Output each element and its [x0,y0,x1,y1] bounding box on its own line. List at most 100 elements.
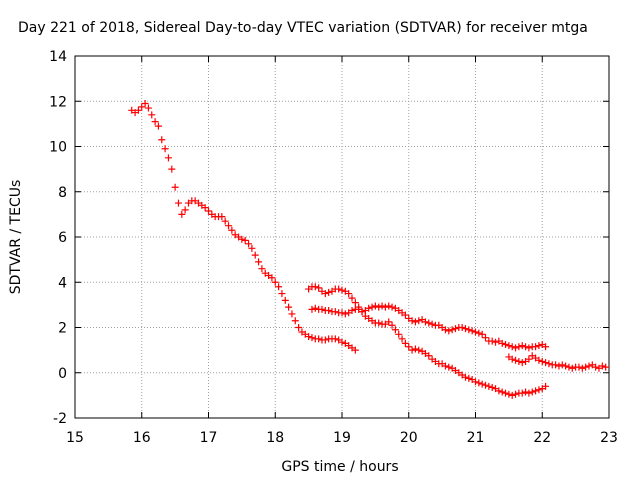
x-tick-label: 16 [133,430,151,446]
data-point [552,361,560,369]
y-tick-label: 0 [58,366,67,382]
data-point [505,390,513,398]
data-point [535,386,543,394]
data-point [381,303,389,311]
data-point [415,346,423,354]
data-point [542,382,550,390]
data-point [225,222,233,230]
data-point [532,343,540,351]
data-point [291,317,299,325]
data-point [468,327,476,335]
data-point [258,265,266,273]
data-point [482,334,490,342]
data-point [365,304,373,312]
data-point [508,343,516,351]
data-point [141,100,149,108]
data-point [385,302,393,310]
data-point [278,290,286,298]
y-tick-label: -2 [53,411,67,427]
data-point [325,288,333,296]
data-point [518,389,526,397]
data-point [368,303,376,311]
data-point [174,199,182,207]
data-point [465,326,473,334]
data-point [388,321,396,329]
data-point [475,379,483,387]
data-point [578,364,586,372]
data-point [488,337,496,345]
data-point [528,388,536,396]
data-point [522,343,530,351]
data-point [478,380,486,388]
data-point [285,303,293,311]
x-tick-label: 23 [600,430,618,446]
x-tick-label: 17 [200,430,218,446]
data-point [338,286,346,294]
data-point [545,360,553,368]
data-point [602,363,610,371]
data-point [205,207,212,215]
data-point [151,118,159,126]
data-point [502,340,510,348]
data-point [542,359,550,367]
data-point [201,204,209,212]
data-point [348,307,356,315]
data-point [335,285,343,293]
data-point [515,343,523,351]
data-point [164,154,172,162]
data-point [515,357,523,365]
data-point [525,389,533,397]
data-point [555,362,563,370]
data-point [492,338,500,346]
data-point [251,251,259,259]
data-point [325,307,333,315]
data-point [575,363,583,371]
data-point [441,362,449,370]
data-point [502,389,510,397]
y-tick-label: 8 [58,185,67,201]
data-point [158,136,166,144]
data-point [245,240,253,248]
data-point [565,363,573,371]
data-point [532,387,540,395]
y-axis-label: SDTVAR / TECUs [8,180,24,295]
data-point [451,325,459,333]
data-point [395,330,403,338]
grid [75,56,609,418]
y-tick-labels: -2 0 2 4 6 8 10 12 14 [49,49,67,427]
data-point [281,296,289,304]
data-point [445,327,453,335]
data-point [134,106,142,114]
series-track-3 [308,302,550,352]
data-point [568,364,576,372]
data-point [585,362,593,370]
data-point [415,317,423,325]
data-point [445,363,453,371]
data-point [411,318,419,326]
data-point [228,226,236,234]
data-point [305,333,313,341]
data-point [331,308,339,316]
data-point [461,373,469,381]
data-point [542,343,550,351]
data-point [535,356,543,364]
data-point [535,342,543,350]
data-point [154,122,162,130]
y-tick-label: 10 [49,140,67,156]
x-tick-label: 19 [333,430,351,446]
data-point [318,305,326,313]
data-point [331,335,339,343]
data-point [478,330,486,338]
data-point [321,290,329,298]
data-point [268,274,276,282]
data-point [271,278,279,286]
data-point [315,335,323,343]
data-point [582,363,590,371]
data-point [538,357,546,365]
data-point [338,309,346,317]
data-point [425,319,433,327]
data-point [385,318,393,326]
data-point [138,103,146,111]
data-point [181,206,189,214]
data-point [421,318,429,326]
